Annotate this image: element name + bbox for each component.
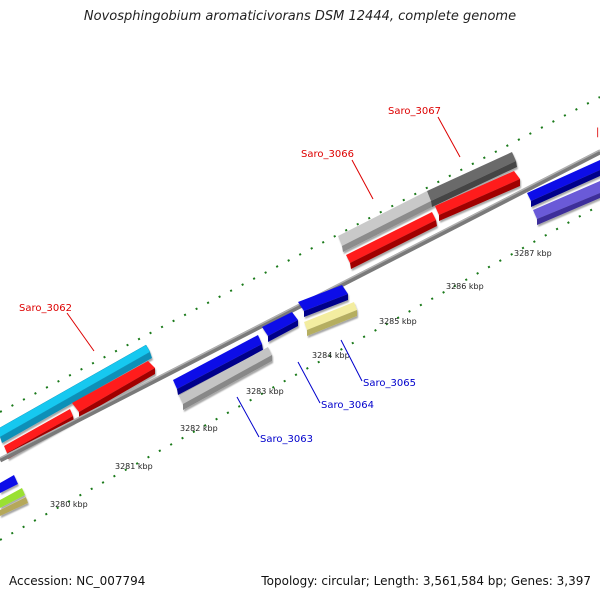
outer-tick-ring (0, 96, 600, 413)
gene-saro-3064[interactable] (262, 312, 298, 336)
reverse-strand-features (0, 160, 600, 516)
scale-label: 3281 kbp (115, 462, 153, 471)
gene-blue-right[interactable] (527, 160, 600, 201)
forward-strand-features (4, 171, 520, 459)
gene-saro-3065[interactable] (304, 302, 357, 330)
scale-labels: 3280 kbp 3281 kbp 3282 kbp 3283 kbp 3284… (50, 249, 552, 509)
label-leaders (66, 116, 461, 438)
map-title: Novosphingobium aromaticivorans DSM 1244… (83, 9, 517, 24)
scale-label: 3287 kbp (514, 249, 552, 258)
gene-labels: Saro_3062 Saro_3063 Saro_3064 Saro_3065 … (19, 106, 599, 445)
gene-label-saro-3063[interactable]: Saro_3063 (260, 434, 313, 445)
outer-strand-features (0, 152, 517, 443)
gene-blue-left[interactable] (0, 475, 18, 493)
gene-label-saro-3064[interactable]: Saro_3064 (321, 400, 374, 411)
gene-label-saro-3067[interactable]: Saro_3067 (388, 106, 441, 117)
gene-purple-right[interactable] (533, 181, 600, 219)
gene-saro-3067[interactable] (435, 171, 520, 215)
gene-label-saro-3066[interactable]: Saro_3066 (301, 149, 354, 160)
scale-label: 3286 kbp (446, 282, 484, 291)
gene-saro-3067-outer[interactable] (427, 152, 516, 201)
genome-stats-text: Topology: circular; Length: 3,561,584 bp… (261, 574, 591, 588)
gene-saro-3065-blue[interactable] (298, 285, 348, 311)
scale-label: 3280 kbp (50, 500, 88, 509)
gene-red-2[interactable] (72, 361, 155, 412)
accession-text: Accession: NC_007794 (9, 574, 146, 588)
gene-label-saro-3065[interactable]: Saro_3065 (363, 378, 416, 389)
scale-label: 3282 kbp (180, 424, 218, 433)
scale-ring (0, 204, 600, 541)
gene-saro-3063-gray[interactable] (179, 347, 272, 404)
gene-saro-3066-outer[interactable] (338, 191, 431, 246)
scale-label: 3283 kbp (246, 387, 284, 396)
gene-label-clipped: | (596, 127, 599, 138)
gene-green-left[interactable] (0, 488, 25, 508)
gene-olive-left[interactable] (0, 497, 28, 516)
gene-saro-3066[interactable] (346, 212, 436, 263)
scale-label: 3284 kbp (312, 351, 350, 360)
gene-label-saro-3062[interactable]: Saro_3062 (19, 303, 72, 314)
gene-red-1[interactable] (4, 409, 73, 453)
gene-saro-3063[interactable] (173, 335, 262, 389)
scale-label: 3285 kbp (379, 317, 417, 326)
